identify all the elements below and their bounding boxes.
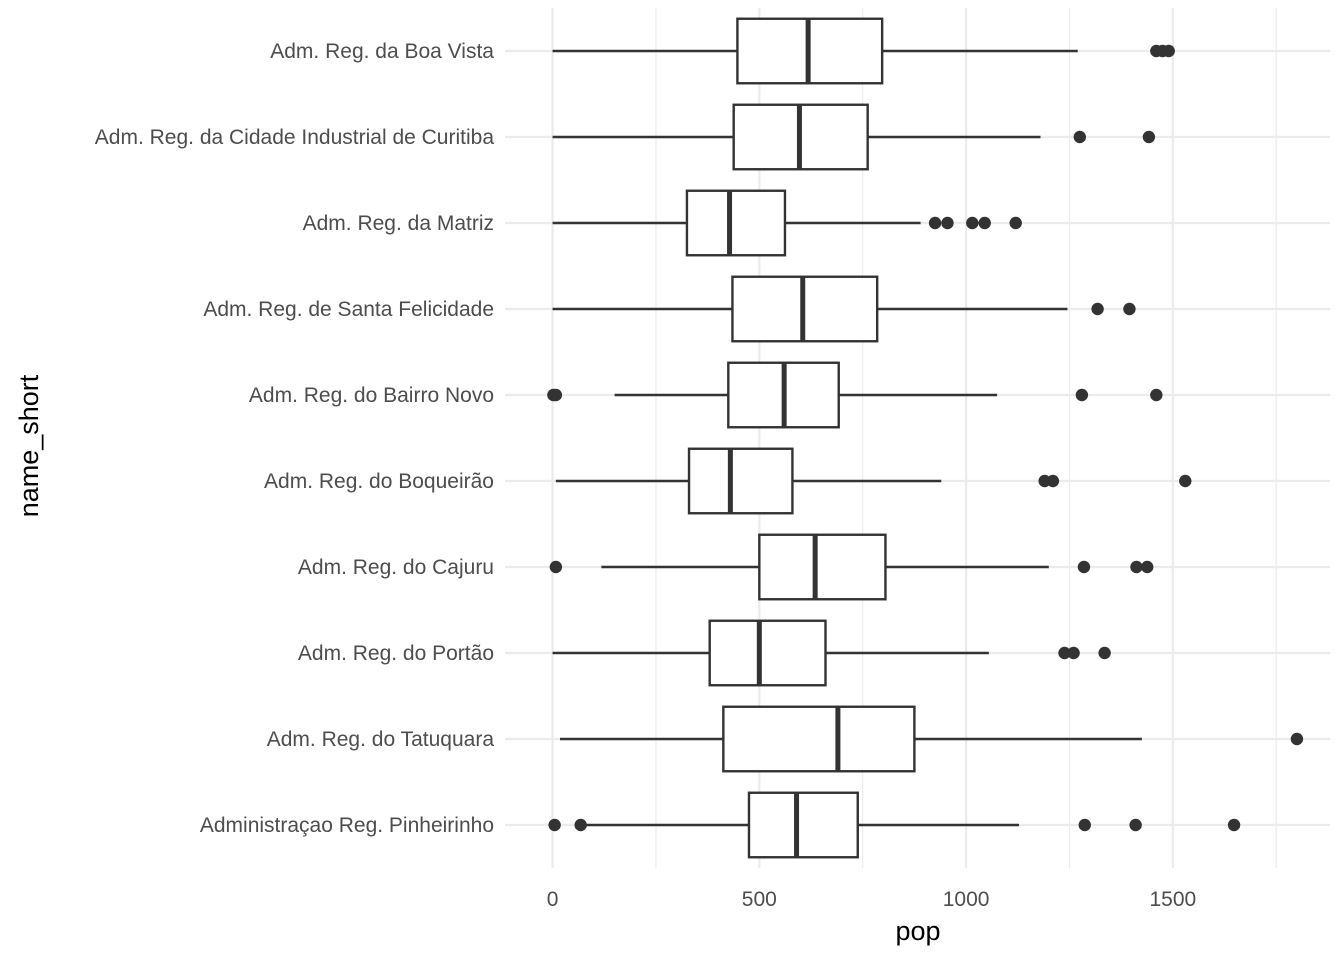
outlier-point	[1058, 646, 1071, 660]
box-group	[548, 791, 1241, 859]
box-group	[552, 275, 1136, 343]
box-group	[552, 103, 1156, 171]
y-tick-label: Adm. Reg. da Boa Vista	[270, 40, 494, 63]
box-group	[552, 17, 1175, 85]
outlier-point	[941, 216, 954, 230]
x-axis-title: pop	[895, 916, 940, 946]
x-tick-label: 1500	[1149, 888, 1196, 911]
x-tick-labels: 0 500 1000 1500	[547, 888, 1197, 911]
outlier-point	[574, 818, 587, 832]
outlier-point	[1098, 646, 1111, 660]
y-axis-title: name_short	[14, 374, 44, 517]
box-group	[552, 189, 1022, 257]
outlier-point	[1141, 560, 1154, 574]
outlier-point	[1067, 646, 1080, 660]
box-group	[555, 447, 1192, 515]
outlier-point	[1130, 560, 1143, 574]
box-group	[560, 705, 1304, 773]
outlier-point	[1009, 216, 1022, 230]
box-group	[547, 361, 1163, 429]
boxes	[547, 17, 1304, 859]
box	[758, 533, 887, 601]
outlier-point	[548, 818, 561, 832]
outlier-point	[1142, 130, 1156, 144]
outlier-point	[1073, 130, 1087, 144]
y-tick-labels: Administraçao Reg. Pinheirinho Adm. Reg. …	[95, 40, 495, 837]
outlier-point	[1077, 560, 1091, 574]
outlier-point	[966, 216, 979, 230]
outlier-point	[928, 216, 942, 230]
x-tick-label: 1000	[943, 888, 990, 911]
box	[687, 447, 794, 515]
outlier-point	[1123, 302, 1136, 316]
outlier-point	[1078, 818, 1091, 832]
x-tick-label: 0	[547, 888, 559, 911]
outlier-point	[1290, 732, 1304, 746]
outlier-point	[1129, 818, 1142, 832]
box	[708, 619, 827, 687]
y-tick-label: Administraçao Reg. Pinheirinho	[200, 814, 494, 837]
outlier-point	[549, 388, 563, 402]
box-group	[549, 533, 1154, 601]
x-tick-label: 500	[742, 888, 777, 911]
outlier-point	[978, 216, 991, 230]
outlier-point	[1227, 818, 1241, 832]
y-tick-label: Adm. Reg. do Boqueirão	[264, 470, 494, 493]
y-tick-label: Adm. Reg. de Santa Felicidade	[203, 298, 494, 321]
y-tick-label: Adm. Reg. do Cajuru	[298, 556, 494, 579]
outlier-point	[1150, 388, 1163, 402]
outlier-point	[1075, 388, 1089, 402]
outlier-point	[1179, 474, 1192, 488]
box	[722, 705, 916, 773]
y-tick-label: Adm. Reg. do Tatuquara	[267, 728, 495, 751]
y-tick-label: Adm. Reg. do Bairro Novo	[249, 384, 494, 407]
outlier-point	[1162, 44, 1175, 58]
y-tick-label: Adm. Reg. da Matriz	[303, 212, 494, 235]
y-tick-label: Adm. Reg. do Portão	[298, 642, 494, 665]
outlier-point	[1046, 474, 1060, 488]
outlier-point	[549, 560, 563, 574]
outlier-point	[1091, 302, 1104, 316]
box	[747, 791, 859, 859]
y-tick-label: Adm. Reg. da Cidade Industrial de Curiti…	[95, 126, 495, 149]
box	[685, 189, 787, 257]
box-group	[552, 619, 1111, 687]
